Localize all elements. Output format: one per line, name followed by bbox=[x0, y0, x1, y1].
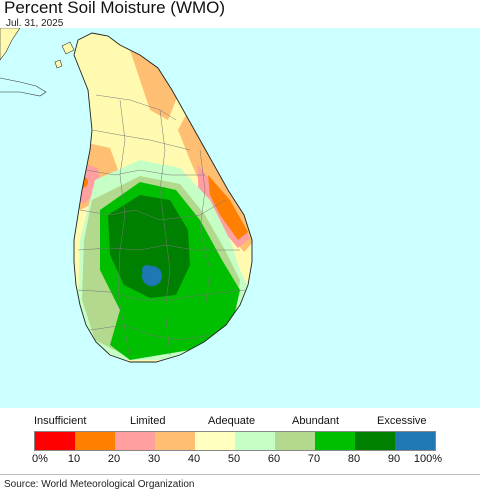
sri-lanka-outline bbox=[73, 32, 253, 363]
district-boundaries bbox=[77, 94, 246, 361]
legend-swatch bbox=[115, 432, 155, 450]
soil-moisture-map bbox=[0, 28, 480, 408]
legend-tick-label: 90 bbox=[387, 453, 401, 465]
legend-category: Limited bbox=[130, 415, 166, 427]
legend-swatch bbox=[275, 432, 315, 450]
legend-tick-label: 60 bbox=[267, 453, 281, 465]
legend-tick-label: 10 bbox=[67, 453, 81, 465]
legend-tick-label: 100% bbox=[413, 453, 443, 465]
zone-east-orange bbox=[208, 175, 248, 240]
legend-category: Abundant bbox=[292, 415, 340, 427]
legend-tick-label: 80 bbox=[347, 453, 361, 465]
legend-category: Insufficient bbox=[34, 415, 87, 427]
legend-category: Excessive bbox=[377, 415, 427, 427]
map-date: Jul. 31, 2025 bbox=[6, 18, 64, 29]
legend-tick-label: 0% bbox=[32, 453, 48, 465]
legend-category: Adequate bbox=[208, 415, 256, 427]
legend-tick-label: 40 bbox=[187, 453, 201, 465]
source-credit: Source: World Meteorological Organizatio… bbox=[4, 479, 195, 490]
legend-swatch bbox=[355, 432, 395, 450]
mainland-india bbox=[0, 28, 21, 61]
legend-categories: Insufficient Limited Adequate Abundant E… bbox=[0, 415, 480, 429]
footer-divider bbox=[0, 474, 480, 475]
legend-swatch bbox=[235, 432, 275, 450]
map-title: Percent Soil Moisture (WMO) bbox=[4, 0, 226, 17]
legend-tick-label: 20 bbox=[107, 453, 121, 465]
legend-swatch bbox=[155, 432, 195, 450]
jaffna-islands bbox=[54, 41, 75, 69]
legend-tick-label: 70 bbox=[307, 453, 321, 465]
legend-ticks: 0% 10 20 30 40 50 60 70 80 90 100% bbox=[0, 453, 480, 467]
legend-swatch bbox=[395, 432, 435, 450]
legend-swatch bbox=[315, 432, 355, 450]
legend-swatch bbox=[75, 432, 115, 450]
legend-tick-label: 50 bbox=[227, 453, 241, 465]
legend-colorbar bbox=[34, 431, 436, 451]
legend-swatch bbox=[195, 432, 235, 450]
legend-swatch bbox=[35, 432, 75, 450]
legend-tick-label: 30 bbox=[147, 453, 161, 465]
mainland-coast bbox=[0, 77, 47, 97]
